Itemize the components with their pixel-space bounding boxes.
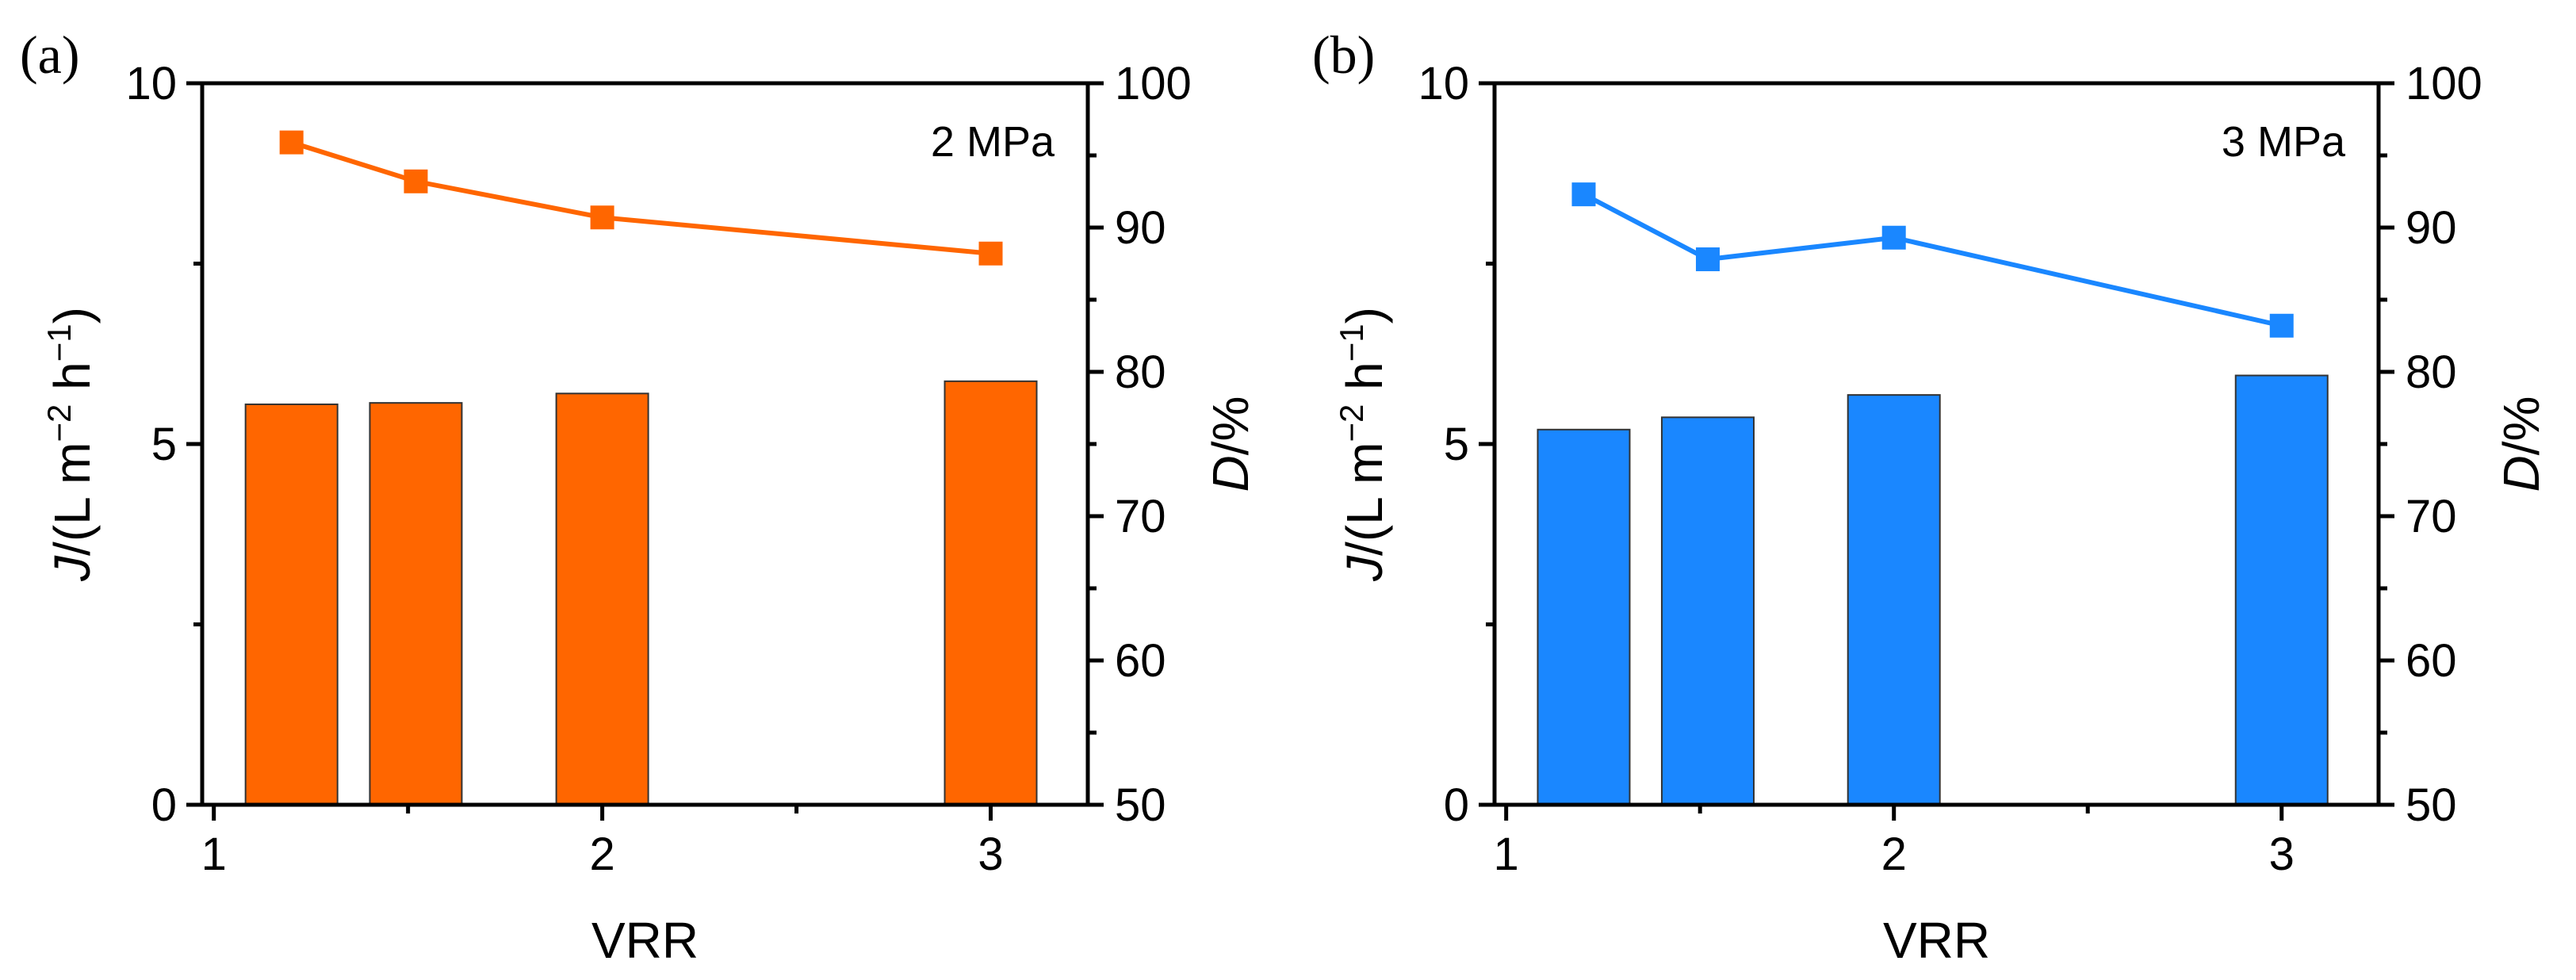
flux-bar	[944, 380, 1038, 806]
flux-bar	[244, 403, 339, 806]
chart-panel-b: 0 5 10 50 60 70 80 90 100 1 2 3 VRR J/(L m−2 h−1) D/% (…	[1312, 25, 2550, 969]
y-left-title-close: )	[44, 307, 101, 323]
y-right-tick-label: 90	[2406, 202, 2457, 254]
y-right-axis-title: D/%	[2493, 396, 2550, 492]
flux-bar	[2234, 374, 2329, 806]
y-left-tick-label: 10	[125, 58, 177, 109]
x-tick-label: 2	[589, 829, 614, 880]
pressure-annotation: 2 MPa	[931, 118, 1055, 166]
y-right-title-symbol: D	[1202, 455, 1259, 492]
x-axis-title: VRR	[1883, 912, 1990, 969]
y-left-tick-label: 10	[1418, 58, 1469, 109]
y-right-title-unit: /%	[2493, 396, 2550, 456]
panel-label: (a)	[20, 25, 79, 85]
pressure-annotation: 3 MPa	[2222, 118, 2346, 166]
y-right-tick-label: 70	[1115, 491, 1166, 542]
y-right-title-unit: /%	[1202, 396, 1259, 456]
y-left-title-exp2: −1	[40, 323, 78, 362]
y-right-tick-label: 80	[2406, 346, 2457, 398]
y-right-tick-label: 50	[2406, 779, 2457, 831]
x-tick-label: 2	[1881, 829, 1907, 880]
rejection-marker	[1881, 225, 1906, 250]
y-right-tick-label: 60	[2406, 635, 2457, 687]
y-right-tick-label: 80	[1115, 346, 1166, 398]
y-right-title-symbol: D	[2493, 455, 2550, 492]
y-left-tick-label: 5	[151, 419, 177, 470]
flux-bar	[1847, 394, 1941, 806]
x-tick-label: 3	[2269, 829, 2295, 880]
y-right-tick-label: 60	[1115, 635, 1166, 687]
y-right-tick-label: 50	[1115, 779, 1166, 831]
flux-bar	[555, 392, 649, 806]
y-right-axis-title: D/%	[1202, 396, 1259, 492]
rejection-line	[1583, 192, 2283, 328]
y-left-axis-title: J/(L m−2 h−1)	[40, 307, 101, 582]
y-left-title-close: )	[1336, 307, 1393, 323]
rejection-marker	[1695, 247, 1720, 272]
y-right-tick-label: 100	[2406, 58, 2482, 109]
chart-panel-a: 0 5 10 50 60 70 80 90 100 1 2 3 VRR J/(L m−2 h−1) D/% (…	[20, 25, 1259, 969]
y-left-tick-label: 5	[1444, 419, 1469, 470]
rejection-marker	[2269, 313, 2294, 338]
y-right-tick-label: 90	[1115, 202, 1166, 254]
panel-label: (b)	[1312, 25, 1375, 85]
rejection-marker	[404, 169, 428, 193]
y-left-title-unit: /(L m	[44, 442, 101, 556]
rejection-marker	[279, 130, 304, 155]
y-left-title-exp1: −2	[1333, 404, 1370, 442]
flux-bar	[1660, 416, 1755, 806]
y-left-axis-title: J/(L m−2 h−1)	[1333, 307, 1393, 582]
x-axis-title: VRR	[591, 912, 699, 969]
y-left-tick-label: 0	[151, 779, 177, 831]
rejection-marker	[1571, 182, 1596, 207]
flux-bar	[369, 402, 463, 806]
y-left-tick-label: 0	[1444, 779, 1469, 831]
rejection-marker	[590, 205, 614, 230]
y-left-title-unit-h: h	[44, 362, 101, 404]
x-tick-label: 3	[978, 829, 1003, 880]
x-tick-label: 1	[201, 829, 227, 880]
y-left-title-unit: /(L m	[1336, 442, 1393, 556]
y-right-tick-label: 70	[2406, 491, 2457, 542]
y-right-tick-label: 100	[1115, 58, 1192, 109]
y-left-title-symbol: J	[44, 555, 101, 582]
y-left-title-unit-h: h	[1336, 362, 1393, 404]
y-left-title-exp2: −1	[1333, 323, 1370, 362]
rejection-marker	[978, 241, 1003, 266]
x-tick-label: 1	[1494, 829, 1519, 880]
y-left-title-exp1: −2	[40, 404, 78, 442]
flux-bar	[1537, 428, 1631, 806]
rejection-line	[290, 140, 991, 256]
y-left-title-symbol: J	[1336, 555, 1393, 582]
